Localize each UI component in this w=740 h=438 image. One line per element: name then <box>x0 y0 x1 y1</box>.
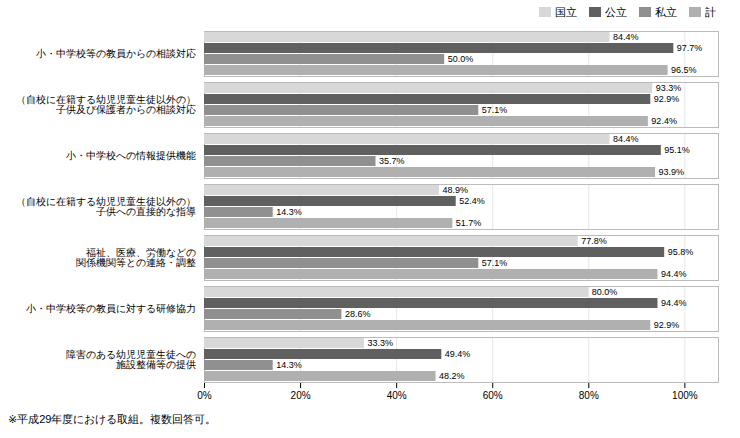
svg-text:48.2%: 48.2% <box>439 371 465 381</box>
svg-text:40%: 40% <box>387 390 407 401</box>
svg-text:小・中学校等の教員に対する研修協力: 小・中学校等の教員に対する研修協力 <box>26 303 196 314</box>
svg-text:95.1%: 95.1% <box>664 145 690 155</box>
html-text:計: 計 <box>705 5 716 18</box>
svg-text:35.7%: 35.7% <box>379 156 405 166</box>
svg-text:障害のある幼児児童生徒への施設整備等の提供: 障害のある幼児児童生徒への施設整備等の提供 <box>66 349 196 370</box>
svg-text:93.3%: 93.3% <box>656 83 682 93</box>
svg-text:92.4%: 92.4% <box>651 116 677 126</box>
svg-text:48.9%: 48.9% <box>442 185 468 195</box>
svg-text:84.4%: 84.4% <box>613 134 639 144</box>
svg-text:14.3%: 14.3% <box>276 360 302 370</box>
svg-text:95.8%: 95.8% <box>668 247 694 257</box>
svg-text:80.0%: 80.0% <box>592 287 618 297</box>
svg-text:93.9%: 93.9% <box>659 167 685 177</box>
svg-text:92.9%: 92.9% <box>654 94 680 104</box>
svg-text:福祉、医療、労働などの関係機関等との連絡・調整: 福祉、医療、労働などの関係機関等との連絡・調整 <box>76 247 196 268</box>
svg-text:96.5%: 96.5% <box>671 65 697 75</box>
svg-text:84.4%: 84.4% <box>613 32 639 42</box>
html-text:公立: 公立 <box>605 5 627 18</box>
html-text:私立: 私立 <box>655 5 677 18</box>
html-text:※平成29年度における取組。複数回答可。: ※平成29年度における取組。複数回答可。 <box>8 413 217 425</box>
svg-text:51.7%: 51.7% <box>456 218 482 228</box>
svg-text:57.1%: 57.1% <box>482 258 508 268</box>
svg-text:0%: 0% <box>197 390 212 401</box>
svg-text:（自校に在籍する幼児児童生徒以外の）子供及び保護者からの相談: （自校に在籍する幼児児童生徒以外の）子供及び保護者からの相談対応 <box>16 94 196 115</box>
svg-text:80%: 80% <box>579 390 599 401</box>
svg-text:49.4%: 49.4% <box>445 349 471 359</box>
svg-text:14.3%: 14.3% <box>276 207 302 217</box>
svg-text:50.0%: 50.0% <box>448 54 474 64</box>
svg-text:52.4%: 52.4% <box>459 196 485 206</box>
svg-text:57.1%: 57.1% <box>482 105 508 115</box>
svg-text:小・中学校等の教員からの相談対応: 小・中学校等の教員からの相談対応 <box>36 48 196 59</box>
svg-text:92.9%: 92.9% <box>654 320 680 330</box>
svg-text:100%: 100% <box>672 390 698 401</box>
svg-text:77.8%: 77.8% <box>581 236 607 246</box>
svg-text:94.4%: 94.4% <box>661 298 687 308</box>
svg-text:20%: 20% <box>291 390 311 401</box>
html-text:国立: 国立 <box>555 5 577 18</box>
svg-text:97.7%: 97.7% <box>677 43 703 53</box>
svg-text:（自校に在籍する幼児児童生徒以外の）子供への直接的な指導: （自校に在籍する幼児児童生徒以外の）子供への直接的な指導 <box>16 196 196 217</box>
svg-text:33.3%: 33.3% <box>367 338 393 348</box>
svg-text:28.6%: 28.6% <box>345 309 371 319</box>
svg-text:94.4%: 94.4% <box>661 269 687 279</box>
svg-text:小・中学校への情報提供機能: 小・中学校への情報提供機能 <box>66 150 196 161</box>
svg-text:60%: 60% <box>483 390 503 401</box>
